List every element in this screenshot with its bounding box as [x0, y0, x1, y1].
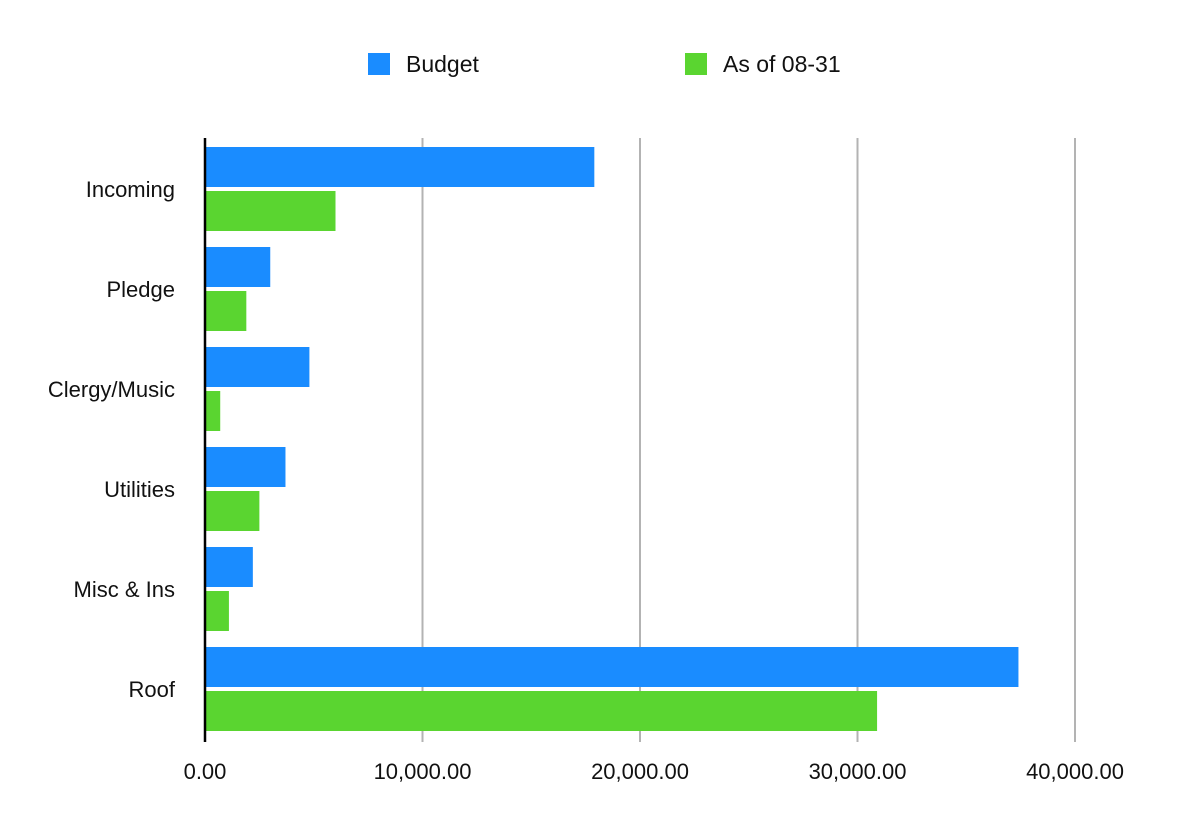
- category-label-pledge: Pledge: [106, 277, 175, 302]
- legend-swatch-budget: [368, 53, 390, 75]
- bar-budget-clergy-music: [205, 347, 310, 387]
- bar-as-of-08-31-clergy-music: [205, 391, 221, 431]
- bar-as-of-08-31-roof: [205, 691, 878, 731]
- bar-as-of-08-31-pledge: [205, 291, 247, 331]
- x-tick-label-3: 30,000.00: [809, 759, 907, 784]
- legend-item-budget: Budget: [368, 46, 479, 82]
- x-tick-label-0: 0.00: [184, 759, 227, 784]
- bar-as-of-08-31-misc-ins: [205, 591, 229, 631]
- bar-budget-utilities: [205, 447, 286, 487]
- x-tick-label-1: 10,000.00: [374, 759, 472, 784]
- category-label-misc-ins: Misc & Ins: [74, 577, 175, 602]
- bar-as-of-08-31-utilities: [205, 491, 260, 531]
- category-label-incoming: Incoming: [86, 177, 175, 202]
- category-label-clergy-music: Clergy/Music: [48, 377, 175, 402]
- x-tick-label-2: 20,000.00: [591, 759, 689, 784]
- bar-budget-pledge: [205, 247, 271, 287]
- grid-lines: [421, 138, 1076, 742]
- bar-budget-misc-ins: [205, 547, 253, 587]
- legend-label-as-of-08-31: As of 08-31: [723, 50, 841, 77]
- legend-item-as-of-08-31: As of 08-31: [685, 46, 841, 82]
- bar-budget-incoming: [205, 147, 595, 187]
- x-tick-label-4: 40,000.00: [1026, 759, 1124, 784]
- bars: [205, 147, 1019, 731]
- axis-labels: Incoming Pledge Clergy/Music Utilities Misc …: [48, 177, 1124, 784]
- legend-label-budget: Budget: [406, 50, 479, 77]
- legend: Budget As of 08-31: [0, 46, 1200, 82]
- bar-as-of-08-31-incoming: [205, 191, 336, 231]
- bar-budget-roof: [205, 647, 1019, 687]
- category-label-roof: Roof: [129, 677, 176, 702]
- category-label-utilities: Utilities: [104, 477, 175, 502]
- legend-swatch-as-of-08-31: [685, 53, 707, 75]
